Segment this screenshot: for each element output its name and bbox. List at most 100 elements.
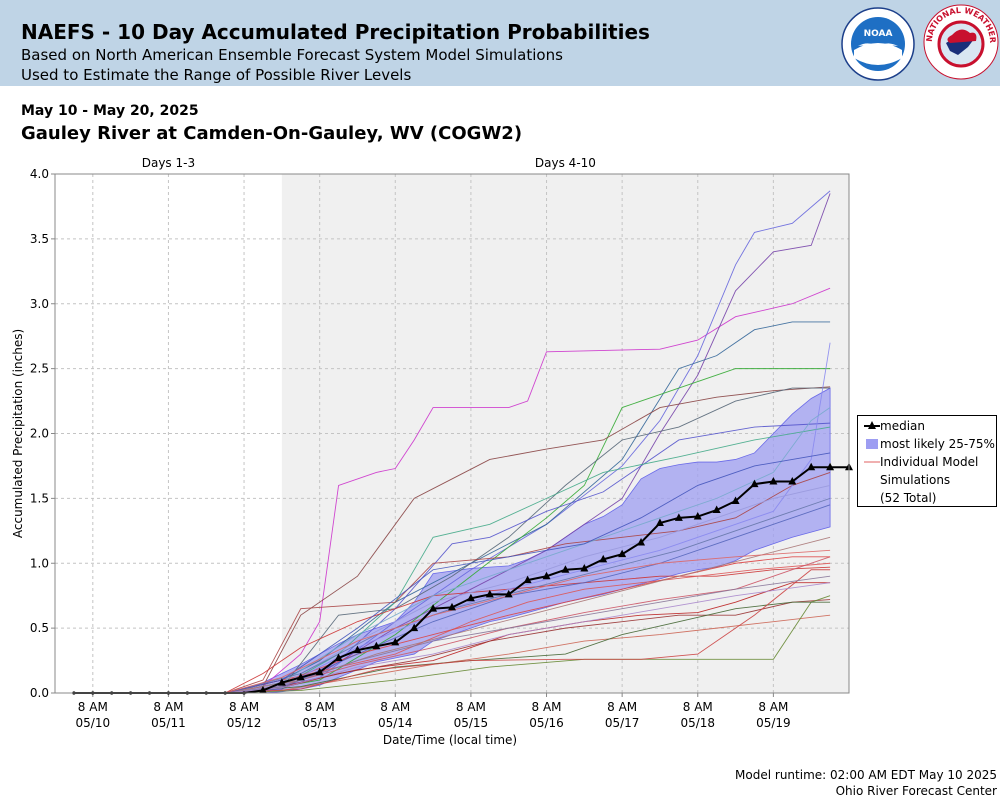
x-tick-date-label: 05/11 xyxy=(151,716,186,730)
simulation-line xyxy=(225,536,831,694)
simulation-line xyxy=(225,407,831,694)
median-point xyxy=(147,691,152,695)
simulation-line xyxy=(225,595,831,694)
median-point xyxy=(277,678,286,686)
median-point xyxy=(674,513,683,521)
forecast-center: Ohio River Forecast Center xyxy=(835,784,997,798)
median-point xyxy=(826,462,835,471)
x-tick-date-label: 05/18 xyxy=(680,716,715,730)
period-shade xyxy=(281,174,849,693)
simulation-line xyxy=(225,549,831,694)
median-point xyxy=(466,593,475,602)
noaa-logo[interactable]: NOAA xyxy=(840,6,916,82)
nws-logo[interactable]: NATIONAL WEATHER SERVICE xyxy=(922,3,1000,81)
median-point xyxy=(204,691,208,695)
chart-legend: median most likely 25-75% Individual Mod… xyxy=(857,415,997,507)
median-point xyxy=(845,462,853,471)
x-tick-date-label: 05/10 xyxy=(76,716,111,730)
simulation-line xyxy=(225,422,831,694)
median-point xyxy=(91,691,95,695)
legend-individual-swatch xyxy=(864,455,880,469)
median-point xyxy=(561,565,570,573)
x-tick-date-label: 05/17 xyxy=(605,716,640,730)
simulation-line xyxy=(225,562,831,694)
legend-band-label: most likely 25-75% xyxy=(880,437,995,451)
median-point xyxy=(372,641,381,650)
x-tick-time-label: 8 AM xyxy=(153,700,183,714)
median-point xyxy=(750,479,759,488)
simulation-line xyxy=(225,484,831,694)
x-tick-time-label: 8 AM xyxy=(758,700,788,714)
x-tick-date-label: 05/19 xyxy=(756,716,791,730)
simulation-line xyxy=(225,368,831,694)
median-point xyxy=(523,575,532,584)
simulation-line xyxy=(225,582,831,694)
legend-band-swatch xyxy=(864,437,880,451)
x-tick-time-label: 8 AM xyxy=(380,700,410,714)
station-title: Gauley River at Camden-On-Gauley, WV (CO… xyxy=(21,123,523,144)
simulation-line xyxy=(225,190,831,694)
x-tick-date-label: 05/15 xyxy=(454,716,489,730)
simulation-line xyxy=(225,321,831,694)
median-point xyxy=(788,477,797,485)
median-point xyxy=(731,496,740,504)
median-point xyxy=(242,691,246,695)
median-line xyxy=(73,466,849,694)
simulation-line xyxy=(225,601,831,694)
median-point xyxy=(637,537,646,546)
x-tick-date-label: 05/14 xyxy=(378,716,413,730)
median-point xyxy=(296,672,305,681)
simulation-line xyxy=(225,287,831,694)
simulation-line xyxy=(225,193,831,694)
legend-individual-label: Individual Model xyxy=(880,455,979,469)
median-point xyxy=(258,685,267,694)
x-tick-time-label: 8 AM xyxy=(456,700,486,714)
median-point xyxy=(769,477,778,485)
median-point xyxy=(448,602,456,611)
x-tick-time-label: 8 AM xyxy=(229,700,259,714)
y-tick-label: 2.5 xyxy=(30,362,49,376)
page-subtitle: Based on North American Ensemble Forecas… xyxy=(21,46,563,64)
simulation-line xyxy=(225,452,831,694)
simulation-line xyxy=(225,342,831,694)
simulation-line xyxy=(225,556,831,694)
median-point xyxy=(580,563,589,572)
y-tick-label: 3.5 xyxy=(30,232,49,246)
median-point xyxy=(410,623,419,632)
y-tick-label: 1.0 xyxy=(30,556,49,570)
median-point xyxy=(353,645,362,654)
median-point xyxy=(223,691,227,695)
legend-median-label: median xyxy=(880,419,925,433)
median-point xyxy=(485,589,494,598)
median-point xyxy=(599,554,608,563)
plot-frame xyxy=(54,173,850,694)
simulation-line xyxy=(225,386,831,694)
band-25-75 xyxy=(225,387,831,694)
x-tick-date-label: 05/13 xyxy=(302,716,337,730)
period-label: Days 4-10 xyxy=(535,156,596,170)
simulation-line xyxy=(225,497,831,694)
page-subtitle-2: Used to Estimate the Range of Possible R… xyxy=(21,66,412,84)
median-point xyxy=(391,637,400,646)
median-point xyxy=(807,462,816,471)
page-title: NAEFS - 10 Day Accumulated Precipitation… xyxy=(21,20,650,44)
x-tick-date-label: 05/12 xyxy=(227,716,262,730)
median-point xyxy=(334,653,343,661)
median-point xyxy=(315,667,324,676)
median-point xyxy=(185,691,189,695)
y-tick-label: 3.0 xyxy=(30,297,49,311)
simulation-line xyxy=(225,575,831,694)
x-tick-time-label: 8 AM xyxy=(78,700,108,714)
y-axis-label: Accumulated Precipitation (inches) xyxy=(11,329,25,538)
simulation-line xyxy=(225,599,831,694)
simulation-line xyxy=(224,471,831,694)
simulation-line xyxy=(225,556,831,694)
median-point xyxy=(129,691,133,695)
x-tick-time-label: 8 AM xyxy=(683,700,713,714)
simulation-line xyxy=(225,426,831,694)
y-tick-label: 2.0 xyxy=(30,427,49,441)
simulation-line xyxy=(225,387,831,694)
median-point xyxy=(166,691,171,695)
median-point xyxy=(655,518,664,527)
